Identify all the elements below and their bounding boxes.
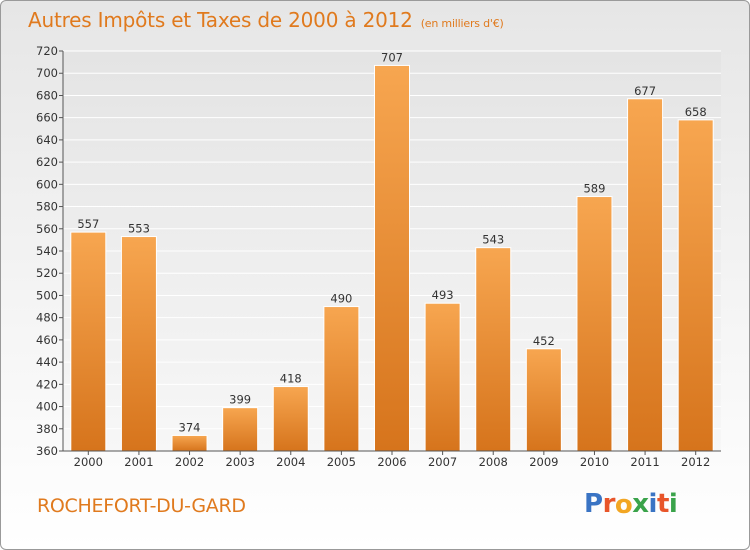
x-tick-label-2009: 2009 (529, 455, 558, 469)
data-label-2000: 557 (77, 217, 99, 231)
bar-2009 (525, 348, 562, 452)
chart-subtitle: (en milliers d'€) (420, 17, 504, 30)
x-tick-label-2002: 2002 (175, 455, 204, 469)
data-label-2003: 399 (229, 393, 251, 407)
logo-letter: t (656, 489, 669, 519)
x-tick-label-2006: 2006 (377, 455, 406, 469)
data-label-2010: 589 (583, 182, 605, 196)
y-tick-label: 640 (36, 133, 58, 147)
y-tick-label: 720 (36, 44, 58, 58)
x-tick-label-2003: 2003 (226, 455, 255, 469)
y-tick-label: 680 (36, 88, 58, 102)
y-tick-label: 360 (36, 444, 58, 458)
data-label-2004: 418 (280, 372, 302, 386)
y-tick-label: 480 (36, 311, 58, 325)
bar-2012 (677, 119, 714, 452)
y-tick-label: 500 (36, 288, 58, 302)
bar-2004 (272, 386, 309, 452)
logo-letter: o (614, 490, 633, 520)
x-tick-label-2010: 2010 (580, 455, 609, 469)
logo-letter: r (602, 489, 616, 519)
data-label-2012: 658 (685, 105, 707, 119)
chart-title: Autres Impôts et Taxes de 2000 à 2012 (en… (28, 8, 504, 32)
y-tick-label: 460 (36, 333, 58, 347)
y-tick-label: 580 (36, 200, 58, 214)
y-tick-label: 620 (36, 155, 58, 169)
proxiti-logo: Proxiti (584, 489, 678, 520)
city-name: ROCHEFORT-DU-GARD (37, 495, 246, 517)
bar-2003 (222, 407, 259, 452)
data-label-2001: 553 (128, 222, 150, 236)
logo-letter: i (648, 489, 658, 519)
x-tick-label-2007: 2007 (428, 455, 457, 469)
data-label-2005: 490 (330, 292, 352, 306)
logo-letter: i (668, 489, 678, 519)
bar-2005 (323, 306, 360, 452)
y-tick-label: 380 (36, 422, 58, 436)
y-tick-label: 420 (36, 377, 58, 391)
x-tick-label-2004: 2004 (276, 455, 305, 469)
logo-letter: x (632, 489, 649, 519)
x-tick-label-2012: 2012 (681, 455, 710, 469)
data-label-2007: 493 (432, 288, 454, 302)
data-label-2011: 677 (634, 84, 656, 98)
x-tick-label-2011: 2011 (630, 455, 659, 469)
y-tick-label: 540 (36, 244, 58, 258)
y-tick-label: 440 (36, 355, 58, 369)
bar-2006 (374, 64, 410, 452)
y-tick-label: 560 (36, 222, 58, 236)
bar-2010 (576, 196, 613, 452)
logo-letter: P (584, 489, 603, 519)
x-tick-label-2005: 2005 (327, 455, 356, 469)
bar-2000 (70, 231, 107, 452)
bar-2001 (120, 236, 157, 452)
y-tick-label: 660 (36, 111, 58, 125)
x-tick-label-2001: 2001 (124, 455, 153, 469)
bar-2011 (627, 98, 664, 452)
data-label-2002: 374 (179, 420, 201, 434)
bar-2002 (171, 434, 208, 452)
x-tick-label-2008: 2008 (479, 455, 508, 469)
bar-2007 (424, 302, 461, 452)
y-tick-label: 400 (36, 400, 58, 414)
data-label-2009: 452 (533, 334, 555, 348)
x-tick-label-2000: 2000 (74, 455, 103, 469)
y-tick-label: 520 (36, 266, 58, 280)
bar-2008 (475, 247, 512, 452)
y-tick-label: 600 (36, 177, 58, 191)
data-label-2006: 707 (381, 50, 403, 64)
data-label-2008: 543 (482, 233, 504, 247)
y-tick-label: 700 (36, 66, 58, 80)
